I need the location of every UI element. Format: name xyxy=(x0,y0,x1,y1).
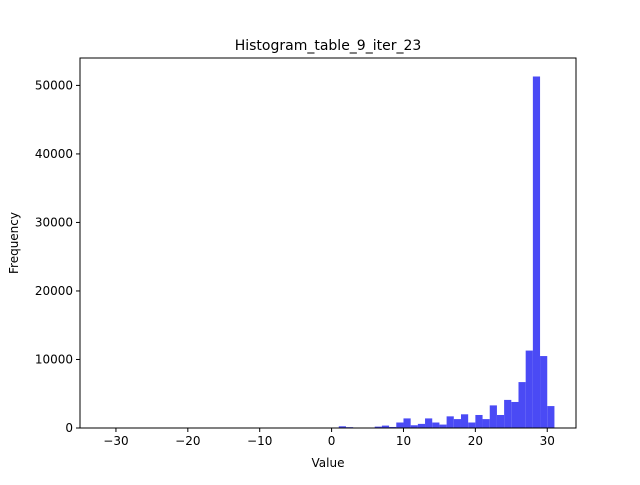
histogram-bar xyxy=(489,405,497,428)
histogram-bar xyxy=(396,422,404,428)
histogram-bar xyxy=(460,414,469,428)
histogram-bar xyxy=(374,426,382,428)
histogram-bar xyxy=(453,419,461,428)
histogram-bar xyxy=(511,401,519,428)
y-tick-label: 0 xyxy=(65,421,73,435)
histogram-bar xyxy=(439,424,447,428)
x-axis-ticks: −30 −20 −10 0 10 20 30 xyxy=(103,428,555,448)
histogram-bar xyxy=(482,419,490,428)
histogram-bar xyxy=(338,426,346,428)
x-tick-label: 10 xyxy=(396,434,411,448)
histogram-bar xyxy=(547,406,555,428)
histogram-bar xyxy=(525,350,533,428)
histogram-bars xyxy=(338,76,555,428)
y-tick-label: 40000 xyxy=(35,147,73,161)
y-axis-ticks: 0 10000 20000 30000 40000 50000 xyxy=(35,78,80,435)
histogram-bar xyxy=(417,423,426,428)
x-tick-label: 0 xyxy=(328,434,336,448)
x-tick-label: −10 xyxy=(247,434,272,448)
x-tick-label: −30 xyxy=(103,434,128,448)
histogram-bar xyxy=(410,425,418,428)
x-tick-label: 30 xyxy=(540,434,555,448)
x-tick-label: 20 xyxy=(468,434,483,448)
histogram-bar xyxy=(403,418,411,428)
histogram-bar xyxy=(432,422,440,428)
histogram-bar xyxy=(475,414,483,428)
x-tick-label: −20 xyxy=(175,434,200,448)
histogram-bar xyxy=(446,416,454,428)
x-axis-label: Value xyxy=(312,456,345,470)
histogram-bar xyxy=(518,382,526,428)
histogram-bar xyxy=(389,426,397,428)
y-axis-label: Frequency xyxy=(7,212,21,274)
histogram-bar xyxy=(540,356,548,428)
plot-frame xyxy=(79,57,577,429)
y-tick-label: 50000 xyxy=(35,78,73,92)
y-tick-label: 30000 xyxy=(35,215,73,229)
histogram-bar xyxy=(496,414,505,428)
histogram-bar xyxy=(468,422,476,428)
histogram-bar xyxy=(381,425,390,428)
histogram-bar xyxy=(504,399,512,428)
histogram-bar xyxy=(425,418,433,428)
chart-title: Histogram_table_9_iter_23 xyxy=(235,38,422,54)
y-tick-label: 10000 xyxy=(35,352,73,366)
histogram-bar xyxy=(532,76,541,428)
y-tick-label: 20000 xyxy=(35,284,73,298)
